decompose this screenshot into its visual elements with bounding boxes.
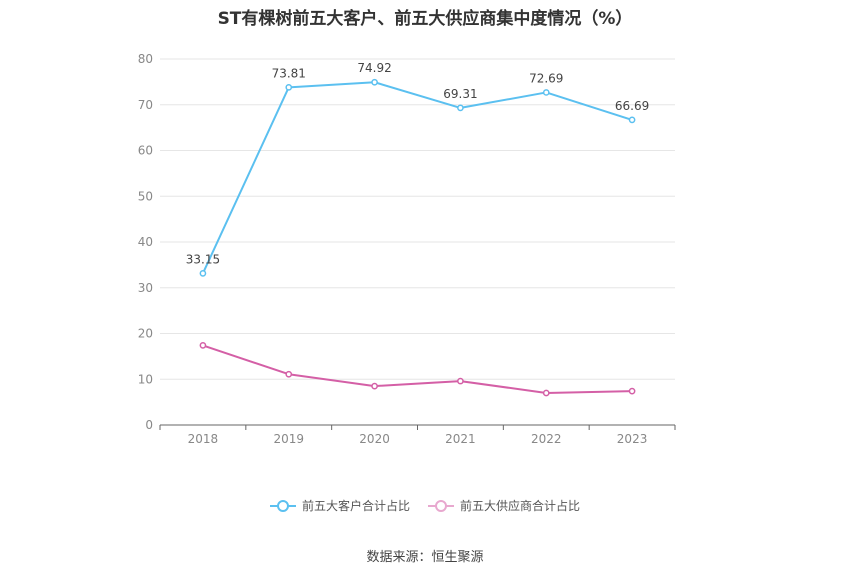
data-label: 72.69: [529, 71, 563, 85]
data-label: 66.69: [615, 99, 649, 113]
legend-item-suppliers[interactable]: 前五大供应商合计占比: [428, 497, 580, 514]
data-point: [457, 104, 464, 112]
data-point: [199, 342, 207, 349]
data-point: [285, 83, 293, 91]
data-point: [371, 382, 378, 390]
data-point: [285, 370, 293, 378]
legend-label-suppliers: 前五大供应商合计占比: [460, 499, 581, 513]
x-tick-label: 2021: [445, 432, 476, 446]
legend-label-customers: 前五大客户合计占比: [301, 499, 410, 513]
legend-suppliers-icon: [428, 499, 454, 512]
source-note: 数据来源：恒生聚源: [366, 550, 484, 565]
x-tick-label: 2020: [359, 432, 390, 446]
y-tick-label: 20: [138, 327, 153, 341]
y-tick-label: 10: [138, 372, 153, 386]
data-point: [457, 377, 464, 385]
data-point: [199, 269, 207, 277]
y-tick-label: 30: [138, 281, 153, 295]
y-tick-label: 0: [145, 418, 153, 432]
data-label: 33.15: [186, 252, 220, 266]
data-label: 74.92: [357, 61, 391, 75]
x-tick-label: 2018: [188, 432, 219, 446]
data-point: [371, 78, 378, 86]
y-tick-label: 60: [138, 144, 153, 158]
data-point: [628, 387, 636, 395]
x-tick-label: 2022: [531, 432, 562, 446]
data-point: [628, 116, 636, 124]
data-label: 69.31: [443, 87, 477, 101]
legend-item-customers[interactable]: 前五大客户合计占比: [269, 497, 410, 514]
y-tick-label: 50: [138, 189, 153, 203]
y-tick-label: 40: [138, 235, 153, 249]
data-point: [542, 389, 550, 397]
series-line-1: [202, 344, 633, 394]
legend: 前五大客户合计占比 前五大供应商合计占比: [0, 497, 850, 514]
x-tick-label: 2023: [617, 432, 648, 446]
data-point: [542, 89, 550, 96]
data-label: 73.81: [272, 66, 306, 80]
x-tick-label: 2019: [273, 432, 304, 446]
y-tick-label: 80: [138, 52, 153, 66]
series-line-0: [202, 81, 633, 274]
chart-title: ST有棵树前五大客户、前五大供应商集中度情况（%）: [217, 9, 633, 29]
y-tick-label: 70: [138, 98, 153, 112]
legend-customers-icon: [269, 499, 296, 512]
